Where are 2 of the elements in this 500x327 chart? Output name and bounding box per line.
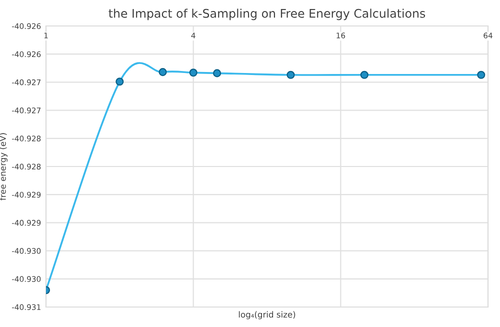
x-axis-title: log₄(grid size) [238, 311, 296, 320]
chart-title: the Impact of k-Sampling on Free Energy Calculations [108, 8, 426, 20]
